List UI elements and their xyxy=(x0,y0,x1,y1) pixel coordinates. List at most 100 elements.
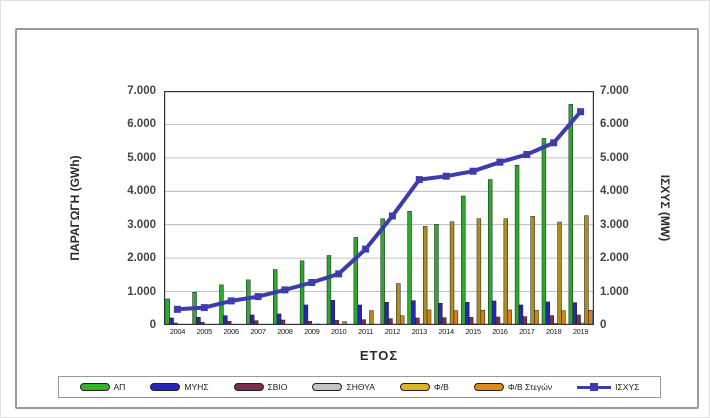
bar-svio-2019 xyxy=(576,314,581,325)
bar-myhs-2010 xyxy=(330,300,336,325)
x-tick-2018: 2018 xyxy=(545,327,562,336)
bar-ap-2018 xyxy=(541,138,547,325)
bar-ap-2010 xyxy=(326,255,332,325)
bar-fv-2017 xyxy=(530,216,535,325)
y-tick-left-7000: 7.000 xyxy=(127,85,156,97)
legend-swatch-svio xyxy=(233,383,264,391)
bar-svio-2008 xyxy=(280,319,286,325)
legend-item-fv: Φ/Β xyxy=(399,382,449,392)
bar-fv-2014 xyxy=(449,221,455,325)
x-tick-2015: 2015 xyxy=(465,327,481,336)
bar-fv-stegon-2019 xyxy=(588,310,593,325)
bar-fv-2019 xyxy=(584,215,589,325)
legend-swatch-ap xyxy=(79,383,110,391)
bar-svio-2005 xyxy=(200,322,205,325)
y-tick-left-1000: 1.000 xyxy=(127,285,156,298)
y-tick-right-1000: 1.000 xyxy=(600,285,629,298)
bar-fv-stegon-2013 xyxy=(426,309,432,325)
bar-myhs-2014 xyxy=(438,303,443,325)
bar-fv-stegon-2016 xyxy=(507,309,512,325)
bar-svio-2009 xyxy=(307,321,313,325)
capacity-line-marker-2004 xyxy=(173,305,181,313)
y-tick-right-0: 0 xyxy=(600,319,607,331)
bar-svio-2018 xyxy=(549,315,554,325)
bar-fv-2011 xyxy=(369,310,374,325)
capacity-line-marker-2005 xyxy=(200,304,208,312)
bar-ap-2014 xyxy=(434,224,439,325)
y-tick-right-2000: 2.000 xyxy=(600,252,629,265)
capacity-line-marker-2013 xyxy=(415,176,423,184)
legend-item-sithya: ΣΗΘΥΑ xyxy=(312,382,375,392)
bar-myhs-2019 xyxy=(572,302,577,325)
legend-swatch-fv-stegon xyxy=(473,383,504,391)
bar-fv-2013 xyxy=(422,226,428,325)
bar-ap-2017 xyxy=(514,164,520,325)
bar-ap-2004 xyxy=(165,298,170,325)
bar-svio-2006 xyxy=(227,321,232,325)
bar-ap-2007 xyxy=(246,279,251,325)
bar-myhs-2011 xyxy=(357,304,362,325)
bar-ap-2019 xyxy=(568,104,574,325)
legend-line-swatch-isxys xyxy=(577,383,612,392)
x-tick-2008: 2008 xyxy=(277,327,293,336)
x-tick-2010: 2010 xyxy=(330,327,347,336)
y-tick-right-7000: 7.000 xyxy=(600,85,629,97)
bar-ap-2015 xyxy=(461,195,466,325)
bar-fv-2012 xyxy=(396,283,401,325)
bar-fv-stegon-2012 xyxy=(399,315,405,325)
legend-swatch-myhs xyxy=(150,383,181,391)
bar-fv-2018 xyxy=(557,221,562,325)
bar-myhs-2013 xyxy=(411,300,416,325)
chart-figure: ΠΑΡΑΓΩΓΗ (GWh) ΙΣΧΥΣ (MW) ΕΤΟΣ 7.000 6.00… xyxy=(15,28,699,409)
plot-border xyxy=(164,91,594,325)
legend-swatch-sithya xyxy=(312,383,343,391)
y-axis-left-ticks: 7.000 6.000 5.000 4.000 3.000 2.000 1.000 0 xyxy=(72,85,156,331)
bar-svio-2016 xyxy=(495,316,501,325)
bar-fv-2016 xyxy=(503,218,508,325)
capacity-line-marker-2012 xyxy=(388,212,396,220)
y-tick-left-6000: 6.000 xyxy=(127,118,156,131)
bar-fv-2015 xyxy=(476,218,482,325)
legend-label-sithya: ΣΗΘΥΑ xyxy=(346,382,375,392)
bar-myhs-2009 xyxy=(303,304,309,325)
capacity-line-marker-2009 xyxy=(308,279,316,286)
bar-fv-stegon-2014 xyxy=(453,310,459,325)
bar-ap-2009 xyxy=(299,260,305,325)
bar-myhs-2018 xyxy=(545,301,551,325)
bar-myhs-2017 xyxy=(518,304,524,325)
x-tick-2005: 2005 xyxy=(196,327,213,336)
legend-item-fv-stegon: Φ/Β Στεγών xyxy=(473,382,552,392)
x-tick-2004: 2004 xyxy=(169,327,186,336)
plot-area xyxy=(164,91,594,325)
x-tick-2011: 2011 xyxy=(358,327,374,336)
legend-label-myhs: ΜΥΗΣ xyxy=(184,382,209,392)
bar-ap-2011 xyxy=(353,237,359,325)
y-tick-right-5000: 5.000 xyxy=(600,151,629,164)
capacity-line-marker-2015 xyxy=(469,167,477,175)
x-tick-2014: 2014 xyxy=(438,327,454,336)
bar-myhs-2012 xyxy=(384,302,389,325)
capacity-line-marker-2014 xyxy=(442,172,450,180)
bar-ap-2008 xyxy=(272,269,278,325)
legend-item-svio: ΣΒΙΟ xyxy=(233,382,287,392)
y-tick-right-6000: 6.000 xyxy=(600,118,629,131)
y-tick-left-3000: 3.000 xyxy=(127,218,156,231)
x-tick-2007: 2007 xyxy=(250,327,266,336)
capacity-line-marker-2016 xyxy=(496,158,504,166)
y-tick-left-0: 0 xyxy=(149,319,156,331)
capacity-line-marker-2010 xyxy=(335,270,343,278)
x-axis-title: ΕΤΟΣ xyxy=(359,348,399,363)
y-tick-right-4000: 4.000 xyxy=(600,185,629,198)
capacity-line-marker-2006 xyxy=(227,297,235,305)
bar-ap-2016 xyxy=(487,179,493,325)
bar-svio-2017 xyxy=(522,316,528,325)
bar-fv-stegon-2018 xyxy=(561,310,566,325)
y-tick-left-5000: 5.000 xyxy=(127,151,156,164)
bar-myhs-2008 xyxy=(276,313,282,325)
x-tick-2016: 2016 xyxy=(492,327,508,336)
capacity-line-marker-2011 xyxy=(362,245,370,253)
capacity-line-marker-2019 xyxy=(577,108,585,116)
legend-label-fv: Φ/Β xyxy=(433,382,449,392)
capacity-line xyxy=(177,110,583,312)
